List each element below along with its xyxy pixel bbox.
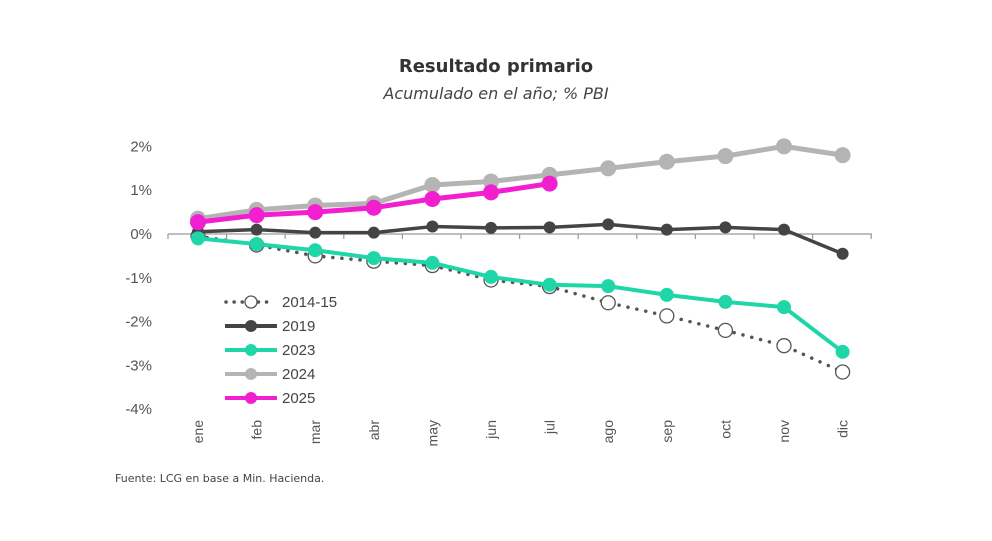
x-tick-label: mar (307, 420, 323, 444)
data-point (717, 148, 734, 165)
x-tick-label: jun (483, 420, 499, 440)
legend-label: 2024 (282, 366, 315, 383)
data-point (483, 184, 499, 201)
data-point (777, 300, 791, 315)
legend-item: 2023 (225, 342, 315, 359)
legend-label: 2025 (282, 390, 315, 407)
data-point (483, 173, 499, 190)
data-point (659, 287, 674, 302)
legend: 2014-15 2019 2023 2024 2025 (224, 294, 337, 407)
data-point (424, 190, 441, 207)
data-point (660, 223, 673, 236)
chart-subtitle: Acumulado en el año; % PBI (383, 84, 609, 103)
x-tick-label: ago (600, 420, 616, 444)
series-2019 (192, 218, 849, 260)
data-point (424, 176, 441, 193)
data-point (834, 147, 851, 164)
x-tick-label: oct (717, 420, 733, 439)
y-tick-label: -2% (125, 314, 152, 331)
data-point (719, 221, 732, 234)
x-tick-label: dic (835, 420, 851, 438)
series-line (197, 143, 843, 222)
legend-label: 2019 (282, 318, 315, 335)
y-tick-label: -1% (125, 270, 152, 287)
data-point (190, 214, 206, 231)
data-point (542, 277, 557, 292)
series-2023 (191, 231, 850, 359)
data-point (836, 247, 849, 260)
data-point (600, 295, 616, 311)
legend-label: 2023 (282, 342, 315, 359)
data-point (776, 138, 792, 155)
data-point (778, 223, 790, 236)
series-line (196, 234, 845, 374)
legend-marker (245, 344, 257, 356)
series-line (197, 236, 844, 354)
x-axis: ene feb mar abr may jun jul ago sep oct nov dic (167, 233, 872, 446)
data-point (426, 220, 439, 233)
x-tick-label: abr (366, 420, 382, 441)
y-axis-ticks: 2% 1% 0% -1% -2% -3% -4% (125, 138, 152, 418)
legend-marker (245, 392, 257, 404)
legend-marker (245, 320, 257, 332)
data-point (250, 223, 263, 236)
y-tick-label: 2% (130, 138, 152, 155)
x-tick-label: nov (776, 420, 792, 443)
data-point (543, 221, 556, 234)
source-note: Fuente: LCG en base a Min. Hacienda. (115, 472, 325, 485)
data-point (191, 231, 205, 246)
y-tick-label: 1% (130, 182, 152, 199)
y-tick-label: -4% (125, 401, 152, 418)
x-tick-label: feb (249, 420, 265, 440)
data-point (601, 279, 616, 294)
chart-title: Resultado primario (398, 56, 594, 77)
data-point (659, 308, 675, 324)
data-point (602, 218, 615, 231)
data-point (718, 294, 733, 309)
series-2025 (190, 175, 558, 231)
legend-label: 2014-15 (282, 294, 337, 311)
data-point (309, 226, 322, 239)
data-point (717, 322, 734, 339)
data-point (835, 344, 850, 359)
data-point (307, 204, 324, 221)
data-point (425, 255, 440, 270)
y-tick-label: -3% (125, 357, 152, 374)
y-tick-label: 0% (130, 226, 152, 243)
x-tick-label: may (424, 420, 440, 446)
data-point (249, 237, 264, 252)
data-point (366, 251, 381, 266)
legend-item: 2024 (225, 366, 315, 383)
data-point (485, 221, 497, 234)
data-point (365, 199, 382, 216)
legend-item: 2025 (225, 390, 315, 407)
x-tick-label: jul (542, 420, 558, 435)
legend-item: 2019 (225, 318, 315, 335)
legend-marker (244, 295, 258, 309)
data-point (484, 269, 498, 284)
x-tick-label: ene (190, 420, 206, 444)
data-point (308, 243, 323, 258)
series-lines (190, 138, 851, 380)
data-point (776, 338, 792, 354)
data-point (658, 153, 675, 170)
data-point (600, 160, 617, 177)
legend-item: 2014-15 (224, 294, 337, 311)
x-tick-label: sep (659, 420, 675, 443)
data-point (248, 207, 265, 224)
legend-marker (245, 368, 257, 380)
series-line (197, 222, 844, 256)
data-point (834, 364, 851, 380)
data-point (367, 226, 380, 239)
data-point (541, 175, 558, 192)
